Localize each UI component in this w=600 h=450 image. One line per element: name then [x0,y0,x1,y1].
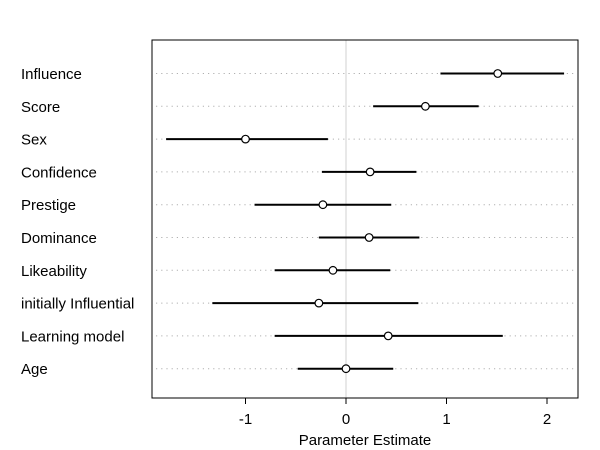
x-axis-title: Parameter Estimate [299,432,432,449]
category-label: Influence [21,66,82,83]
estimate-point [365,167,375,177]
estimate-point [383,331,393,341]
guide-lines [156,73,576,370]
x-tick-label: 2 [543,411,551,428]
x-tick-label: 1 [442,411,450,428]
category-label: Prestige [21,197,76,214]
estimate-point [420,101,430,111]
x-axis: -1 0 1 2 [239,398,551,428]
estimate-point [314,298,324,308]
category-label: Likeability [21,263,87,280]
estimate-point [328,265,338,275]
category-label: Dominance [21,230,97,247]
category-label: Score [21,99,60,116]
estimate-point [318,200,328,210]
point-estimates [241,69,503,374]
plot-frame [151,39,579,399]
category-label: Confidence [21,164,97,181]
x-tick-label: -1 [239,411,252,428]
category-label: Learning model [21,328,124,345]
estimate-point [341,364,351,374]
estimate-point [241,134,250,144]
x-tick-label: 0 [342,411,350,428]
estimate-point [493,69,503,78]
category-labels: Influence Score Sex Confidence Prestige Domin… [21,66,134,378]
confidence-intervals [166,72,565,370]
category-label: Age [21,361,48,378]
category-label: initially Influential [21,296,134,313]
category-label: Sex [21,132,47,149]
estimate-point [364,233,374,242]
